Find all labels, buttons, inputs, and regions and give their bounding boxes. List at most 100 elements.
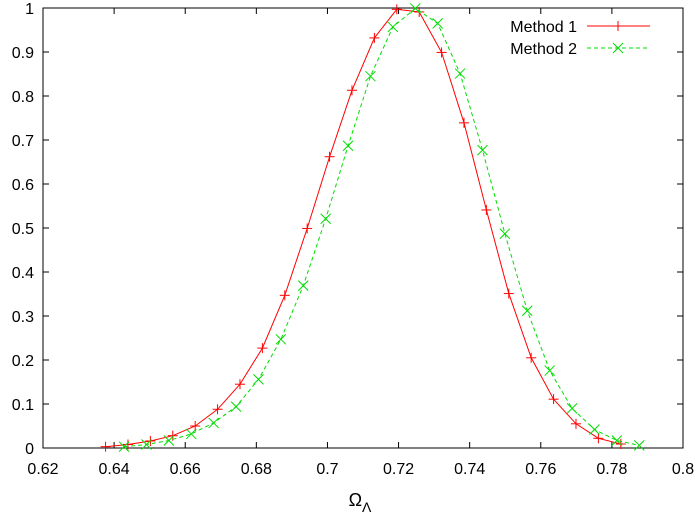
series-layer bbox=[100, 3, 645, 453]
x-axis-label: ΩΛ bbox=[349, 490, 372, 515]
data-point bbox=[342, 140, 354, 152]
data-point bbox=[589, 424, 600, 435]
data-point bbox=[458, 117, 469, 128]
y-tick-label: 0.5 bbox=[12, 221, 34, 238]
data-point bbox=[302, 223, 313, 234]
data-point bbox=[503, 288, 514, 299]
cross-marker-b bbox=[365, 70, 376, 82]
data-point bbox=[454, 68, 466, 79]
data-point bbox=[566, 403, 578, 414]
cross-marker-b bbox=[499, 228, 511, 240]
data-point bbox=[481, 204, 492, 215]
cross-marker-b bbox=[589, 424, 600, 435]
data-point bbox=[432, 18, 444, 29]
cross-marker-b bbox=[320, 213, 332, 225]
y-tick-label: 0.8 bbox=[12, 89, 34, 106]
x-tick-label: 0.66 bbox=[170, 461, 201, 478]
cross-marker-b bbox=[611, 435, 623, 446]
data-point bbox=[275, 333, 287, 345]
cross-marker-b bbox=[612, 42, 624, 54]
data-point bbox=[100, 441, 111, 452]
y-tick-label: 0.2 bbox=[12, 353, 34, 370]
series-1 bbox=[100, 4, 626, 452]
x-tick-label: 0.76 bbox=[525, 461, 556, 478]
x-tick-label: 0.7 bbox=[316, 461, 338, 478]
cross-marker-b bbox=[208, 417, 220, 429]
x-tick-label: 0.78 bbox=[596, 461, 627, 478]
data-point bbox=[544, 365, 556, 376]
cross-marker-b bbox=[185, 428, 197, 440]
y-tick-label: 0.4 bbox=[12, 265, 34, 282]
data-point bbox=[212, 404, 223, 415]
cross-marker-b bbox=[409, 3, 421, 14]
x-tick-label: 0.68 bbox=[241, 461, 272, 478]
cross-marker-b bbox=[432, 18, 444, 29]
plot-frame bbox=[42, 7, 684, 449]
legend-marker bbox=[612, 42, 624, 54]
x-tick-label: 0.8 bbox=[672, 461, 694, 478]
x-axis-label-subscript: Λ bbox=[362, 499, 372, 515]
data-point bbox=[369, 32, 380, 43]
cross-marker-b bbox=[230, 401, 242, 412]
data-point bbox=[230, 401, 242, 412]
data-point bbox=[122, 439, 133, 450]
data-point bbox=[477, 144, 488, 156]
x-tick-label: 0.64 bbox=[99, 461, 130, 478]
x-tick-label: 0.72 bbox=[383, 461, 414, 478]
data-point bbox=[409, 3, 421, 14]
data-point bbox=[279, 290, 290, 301]
data-point bbox=[365, 70, 376, 82]
cross-marker-b bbox=[163, 435, 175, 446]
legend-marker bbox=[613, 21, 623, 31]
data-point bbox=[499, 228, 511, 240]
cross-marker-b bbox=[521, 305, 533, 317]
data-point bbox=[163, 435, 175, 446]
cross-marker-b bbox=[566, 403, 578, 414]
y-tick-label: 0 bbox=[25, 441, 34, 458]
x-axis: 0.62 0.64 0.66 0.68 0.7 0.72 0.74 0.76 0.78 0.8 bbox=[27, 8, 694, 478]
data-point bbox=[391, 4, 402, 15]
y-tick-label: 0.7 bbox=[12, 133, 34, 150]
data-point bbox=[257, 343, 268, 354]
y-axis: 0 0.1 0.2 0.3 0.4 0.5 0.6 0.7 0.8 0.9 1 bbox=[12, 1, 683, 458]
data-point bbox=[611, 435, 623, 446]
cross-marker-b bbox=[477, 144, 488, 156]
cross-marker-b bbox=[141, 439, 152, 450]
data-point bbox=[570, 418, 581, 429]
cross-marker-b bbox=[544, 365, 556, 376]
legend: Method 1 Method 2 bbox=[510, 19, 650, 58]
data-point bbox=[521, 305, 533, 317]
y-tick-label: 0.9 bbox=[12, 45, 34, 62]
cross-marker-b bbox=[253, 374, 264, 385]
x-tick-label: 0.74 bbox=[454, 461, 485, 478]
data-point bbox=[526, 352, 537, 363]
data-point bbox=[346, 85, 357, 96]
cross-marker-b bbox=[118, 441, 130, 453]
y-tick-label: 0.6 bbox=[12, 177, 34, 194]
cross-marker-b bbox=[275, 333, 287, 345]
data-point bbox=[387, 21, 399, 33]
data-point bbox=[118, 441, 130, 453]
legend-label: Method 1 bbox=[510, 19, 577, 36]
x-axis-label-main: Ω bbox=[349, 490, 362, 510]
data-point bbox=[324, 151, 335, 162]
data-point bbox=[208, 417, 220, 429]
data-point bbox=[185, 428, 197, 440]
cross-marker-b bbox=[297, 280, 309, 291]
cross-marker-b bbox=[387, 21, 399, 33]
series-2 bbox=[118, 3, 645, 453]
series-line bbox=[105, 8, 621, 448]
data-point bbox=[234, 379, 245, 390]
series-line bbox=[124, 7, 640, 448]
x-tick-label: 0.62 bbox=[27, 461, 58, 478]
data-point bbox=[436, 47, 447, 58]
cross-marker-b bbox=[633, 440, 645, 451]
data-point bbox=[297, 280, 309, 291]
data-point bbox=[593, 433, 604, 444]
data-point bbox=[320, 213, 332, 225]
y-tick-label: 0.3 bbox=[12, 309, 34, 326]
cross-marker-b bbox=[342, 140, 354, 152]
data-point bbox=[141, 439, 152, 450]
